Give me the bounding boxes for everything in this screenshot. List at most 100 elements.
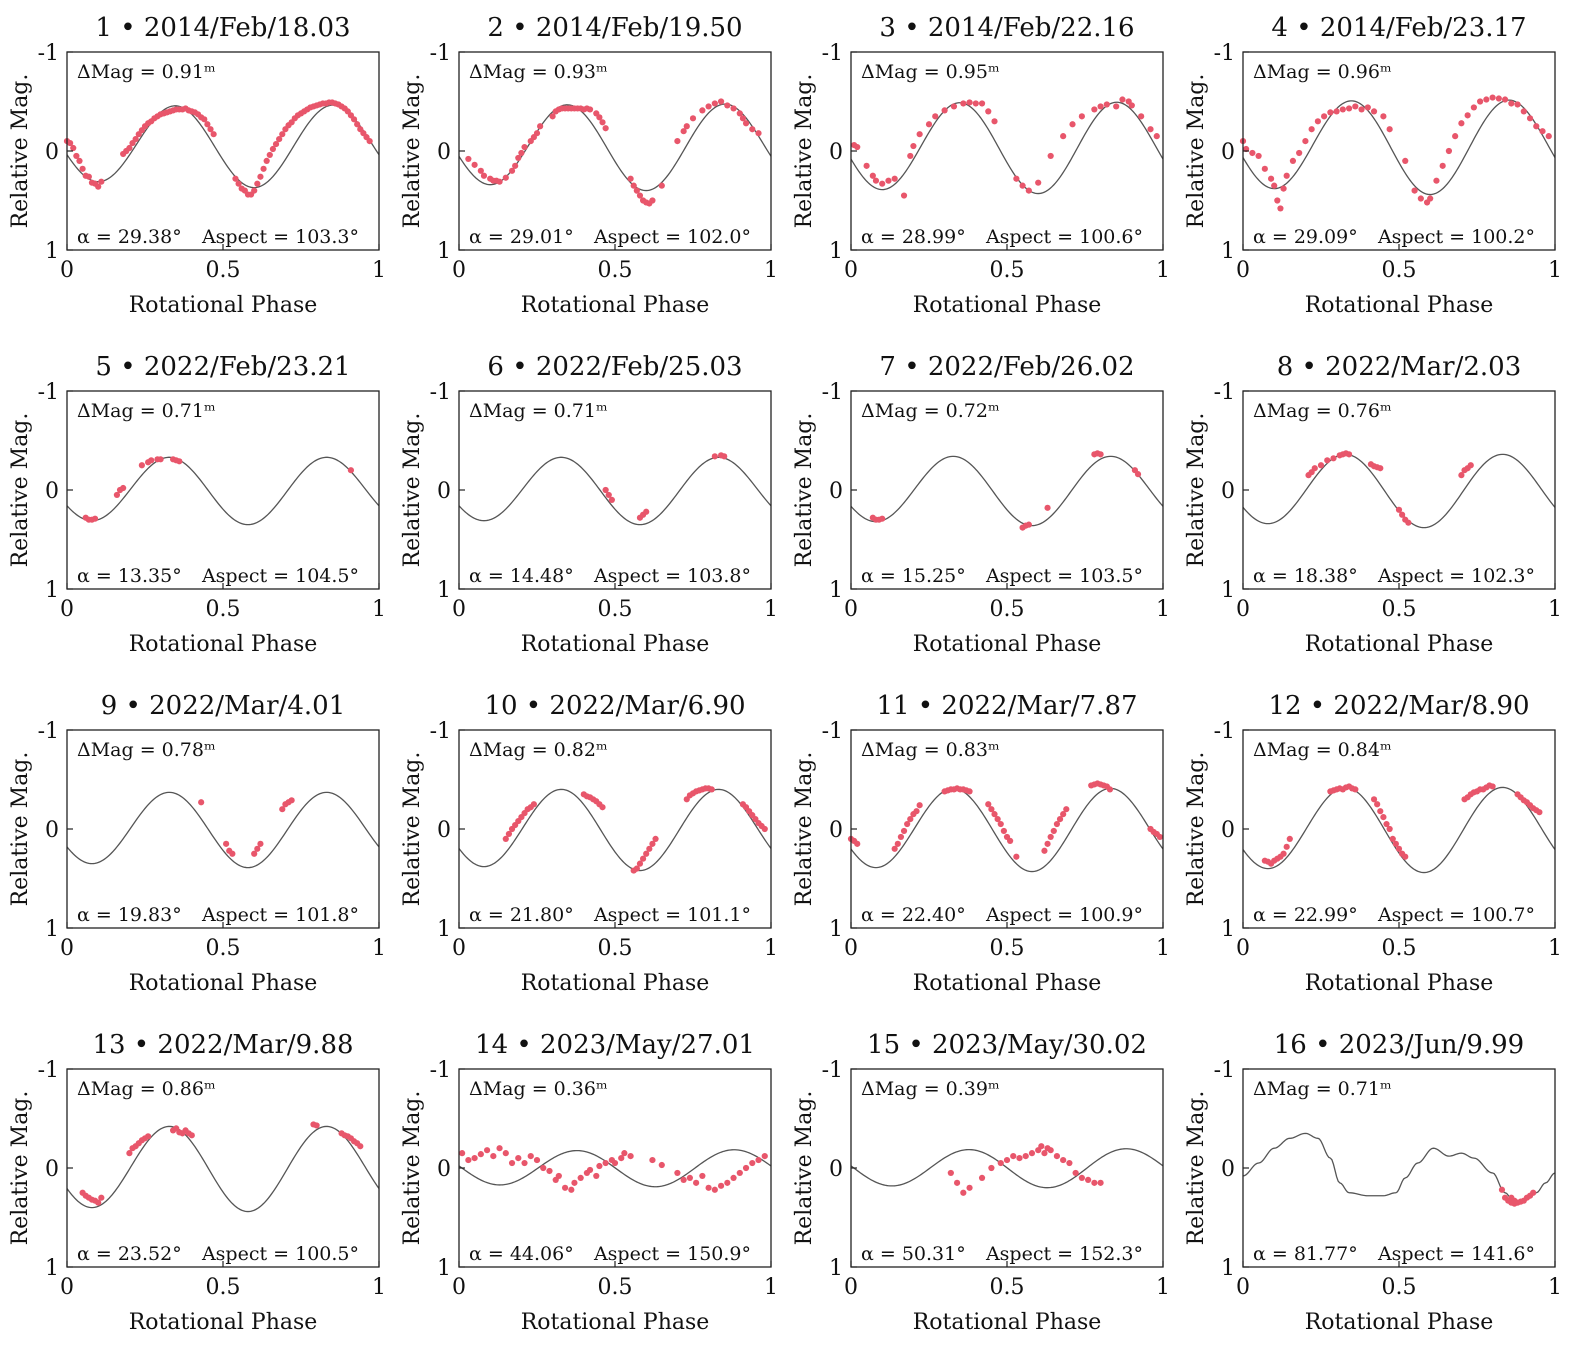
model-curve [1242,99,1556,196]
panel-title: 1 • 2014/Feb/18.03 [95,13,350,43]
data-point [1489,94,1496,101]
data-point [742,120,750,127]
x-tick-label: 1 [1548,1275,1562,1300]
data-point [257,173,264,180]
data-point [1345,105,1353,112]
y-axis-label: Relative Mag. [8,413,33,568]
model-curve [1242,1132,1556,1204]
data-point [1063,806,1070,813]
data-point [1536,809,1543,816]
data-point [1377,465,1384,472]
data-point [1106,786,1114,793]
lightcurve-panel-6: 6 • 2022/Feb/25.03 0 0.5 1 -1 0 1 Rotational Ph… [392,339,786,678]
data-point [596,114,603,121]
data-point [350,116,358,123]
data-point [232,175,239,182]
data-point [1078,1174,1085,1181]
data-point [1402,157,1409,164]
data-point [1044,840,1051,847]
y-tick-label: 0 [829,479,843,504]
data-point [872,177,880,184]
data-point [496,1145,503,1152]
data-point [717,1182,725,1189]
model-curve [66,791,380,869]
x-axis-label: Rotational Phase [913,1310,1102,1335]
y-tick-label: -1 [430,41,451,66]
data-point [1370,108,1378,115]
phase-angle-annotation: α = 29.01° [469,226,574,248]
data-point [985,801,992,808]
data-point [1374,801,1381,808]
y-axis-label: Relative Mag. [8,752,33,907]
data-point [602,1159,609,1167]
delta-mag-annotation: ΔMag = 0.78ᵐ [77,739,216,761]
data-point [1056,816,1064,823]
x-tick-label: 0 [60,936,74,961]
y-tick-label: -1 [1214,1058,1235,1083]
data-point [1489,783,1496,790]
data-point [1452,133,1459,140]
aspect-annotation: Aspect = 102.3° [1377,565,1535,587]
data-point [1138,113,1145,120]
data-point [1358,106,1365,113]
data-point [251,850,258,857]
panel-title: 9 • 2022/Mar/4.01 [101,691,346,721]
data-point [636,192,644,199]
data-point [988,1164,995,1172]
data-point [1274,197,1281,204]
model-curve [850,101,1164,195]
data-point [67,139,74,147]
y-tick-label: 0 [437,1157,451,1182]
phase-angle-annotation: α = 28.99° [861,226,966,248]
aspect-annotation: Aspect = 101.1° [593,904,751,926]
data-point [272,140,280,148]
data-point [266,151,273,159]
y-tick-label: 0 [437,479,451,504]
data-point [869,172,876,179]
y-tick-label: 0 [1221,818,1235,843]
data-point [674,138,681,145]
data-point [1395,845,1403,852]
phase-angle-annotation: α = 23.52° [77,1243,182,1265]
data-point [555,1172,562,1180]
data-point [646,845,653,852]
panel-title: 6 • 2022/Feb/25.03 [487,352,742,382]
aspect-annotation: Aspect = 150.9° [593,1243,751,1265]
data-point [1467,462,1474,469]
x-tick-label: 1 [764,258,778,283]
x-tick-label: 0 [60,597,74,622]
data-point [932,113,939,120]
model-curve [850,455,1164,527]
panel-title: 12 • 2022/Mar/8.90 [1268,691,1529,721]
data-point [210,131,217,138]
data-point [985,108,992,115]
data-point [1389,835,1396,842]
data-point [540,1164,547,1172]
data-point [608,496,615,503]
y-tick-label: 0 [437,818,451,843]
data-point [1267,175,1275,182]
data-point [496,178,503,185]
x-axis-label: Rotational Phase [129,971,318,996]
data-point [730,105,737,112]
x-tick-label: 1 [372,936,386,961]
y-axis-label: Relative Mag. [792,74,817,229]
data-point [1041,1150,1048,1157]
data-point [891,175,898,182]
data-point [643,850,650,857]
data-point [465,155,472,163]
data-point [1380,814,1387,821]
data-point [966,99,973,106]
data-point [1324,457,1331,464]
data-point [459,1150,466,1157]
data-point [1134,471,1142,478]
data-point [508,1159,516,1167]
data-point [960,100,967,107]
data-point [91,515,99,522]
data-point [897,833,905,841]
phase-angle-annotation: α = 14.48° [469,565,574,587]
